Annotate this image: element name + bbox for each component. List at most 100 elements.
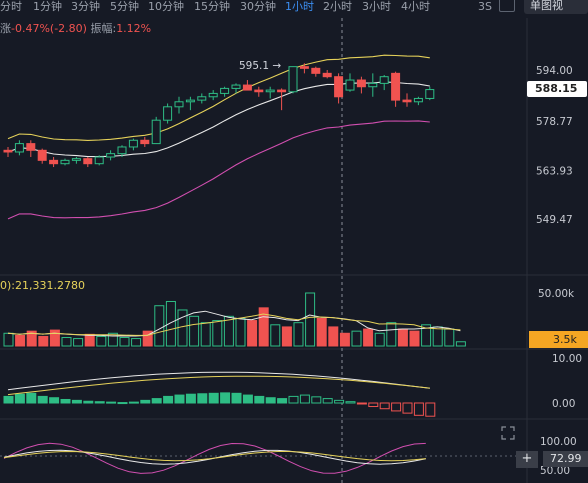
volume-ma-label: 0):21,331.2780 [0, 279, 85, 292]
volume-bar [432, 326, 443, 347]
volume-bar [223, 315, 234, 347]
kdj-axis-tick: 100.00 [540, 436, 577, 448]
timeframe-bar: 分时 1分钟 3分钟 5分钟 10分钟 15分钟 30分钟 1小时 2小时 3小… [0, 0, 588, 18]
macd-histogram-bar [391, 402, 402, 412]
volume-bar [165, 300, 176, 347]
macd-histogram-bar [379, 402, 390, 410]
candle-body [311, 67, 321, 74]
candle-body [83, 158, 93, 165]
volume-bar [293, 322, 304, 347]
kdj-j-line [3, 442, 426, 474]
candle-body [71, 158, 81, 161]
kdj-axis-tick: 50.00 [540, 465, 570, 477]
volume-bar [96, 335, 107, 347]
kdj-k-line [3, 449, 426, 465]
candle-body [14, 143, 24, 153]
volume-last-tag: 3.5k [529, 331, 588, 348]
volume-bar [328, 326, 339, 347]
candle-body [3, 149, 13, 153]
tf-3min[interactable]: 3分钟 [71, 0, 100, 13]
candle-body [128, 139, 138, 148]
volume-bar [374, 332, 385, 347]
expand-icon[interactable] [501, 426, 515, 440]
macd-histogram-bar [254, 395, 265, 404]
tf-2hour[interactable]: 2小时 [323, 0, 352, 13]
candle-body [391, 72, 401, 101]
tf-15min[interactable]: 15分钟 [194, 0, 230, 13]
volume-axis-tick: 50.00k [538, 288, 575, 300]
candle-body [334, 76, 344, 98]
chart-layout-label: 单图视 [530, 0, 563, 12]
macd-histogram-bar [299, 394, 310, 404]
candle-body [60, 159, 70, 165]
refresh-interval[interactable]: 3S [478, 0, 492, 13]
macd-axis-tick: 0.00 [552, 398, 575, 410]
tf-3hour[interactable]: 3小时 [362, 0, 391, 13]
macd-histogram-bar [3, 395, 14, 404]
macd-histogram-bar [49, 397, 60, 404]
tf-fenshi[interactable]: 分时 [0, 0, 22, 13]
kdj-last-value: 72.99 [550, 452, 582, 465]
change-prefix: 涨 [0, 22, 11, 35]
macd-histogram-bar [277, 398, 288, 404]
candle-body [322, 72, 332, 78]
volume-bar [26, 330, 37, 347]
macd-histogram-bar [106, 401, 117, 404]
add-indicator-button[interactable]: + [516, 451, 538, 468]
candle-body [117, 146, 127, 155]
macd-histogram-bar [14, 393, 25, 404]
volume-bar [339, 332, 350, 347]
tf-1hour[interactable]: 1小时 [285, 0, 314, 13]
price-axis-tick: 549.47 [536, 214, 573, 226]
candle-body [49, 159, 59, 165]
candle-body [185, 99, 195, 103]
volume-bar [281, 326, 292, 347]
macd-histogram-bar [288, 395, 299, 404]
macd-histogram-bar [26, 392, 37, 404]
volume-bar [258, 307, 269, 347]
last-price-value: 588.15 [535, 82, 578, 95]
ma-mid-line [7, 81, 430, 158]
volume-bar [351, 330, 362, 347]
candle-body [163, 106, 173, 121]
volume-bar [235, 317, 246, 347]
tf-1min[interactable]: 1分钟 [33, 0, 62, 13]
macd-histogram-bar [231, 392, 242, 404]
macd-histogram-bar [334, 399, 345, 404]
volume-bar [61, 337, 72, 347]
amplitude-label: 振幅: [90, 22, 117, 35]
macd-histogram-bar [185, 393, 196, 404]
candle-body [242, 84, 252, 91]
macd-histogram-bar [83, 400, 94, 404]
macd-histogram-bar [208, 392, 219, 404]
macd-dea-line [7, 375, 430, 396]
tf-4hour[interactable]: 4小时 [401, 0, 430, 13]
tf-30min[interactable]: 30分钟 [240, 0, 276, 13]
checkbox-icon[interactable] [499, 0, 515, 12]
candle-body [106, 153, 116, 158]
volume-bar [455, 341, 466, 347]
candle-body [26, 143, 36, 151]
macd-histogram-bar [174, 394, 185, 404]
macd-histogram-bar [71, 399, 82, 404]
volume-bar [200, 322, 211, 347]
macd-histogram-bar [242, 394, 253, 404]
last-price-tag: 588.15 [527, 81, 587, 97]
price-axis-tick: 563.93 [536, 166, 573, 178]
volume-bar [386, 322, 397, 347]
candle-body [197, 96, 207, 101]
volume-bar [142, 330, 153, 347]
macd-histogram-bar [413, 402, 424, 416]
macd-histogram-bar [345, 401, 356, 404]
candle-body [37, 149, 47, 161]
candle-body [231, 84, 241, 89]
candle-body [94, 156, 104, 165]
volume-bar [131, 338, 142, 347]
tf-5min[interactable]: 5分钟 [110, 0, 139, 13]
macd-histogram-bar [220, 392, 231, 404]
volume-bar [189, 315, 200, 347]
candle-body [379, 76, 389, 84]
chart-layout-button[interactable]: 单图视 [524, 0, 588, 14]
tf-10min[interactable]: 10分钟 [148, 0, 184, 13]
